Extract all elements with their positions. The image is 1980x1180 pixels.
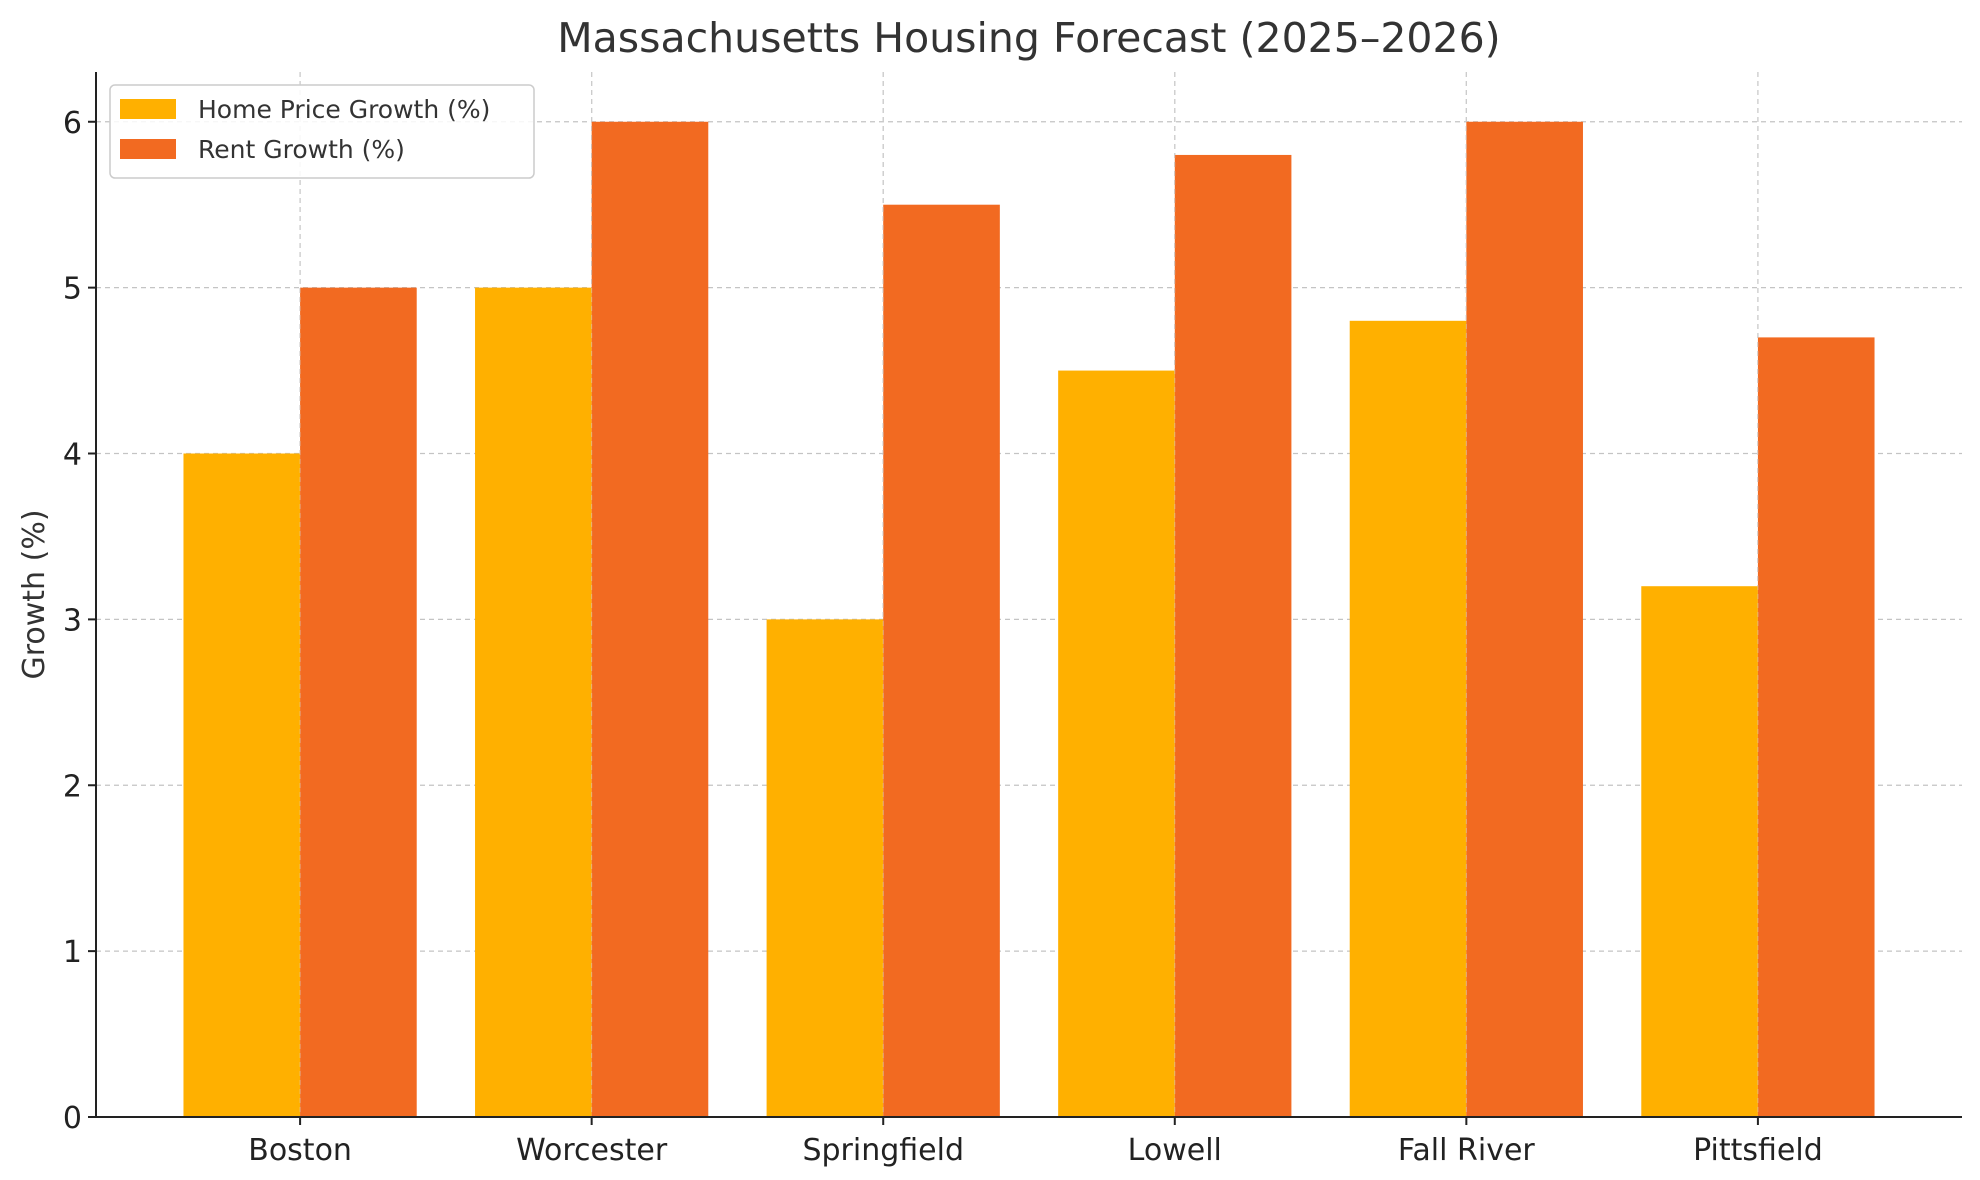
y-tick-label: 1 xyxy=(63,935,82,970)
bar-layer xyxy=(183,72,1875,1118)
x-tick-label: Springfield xyxy=(802,1133,964,1168)
legend: Home Price Growth (%) Rent Growth (%) xyxy=(109,84,535,179)
rent-bar-worcester xyxy=(591,121,709,1117)
y-tick-label: 2 xyxy=(63,769,82,804)
rent-bar-boston xyxy=(300,287,417,1118)
legend-swatch xyxy=(120,99,176,119)
y-tick-label: 5 xyxy=(63,272,82,307)
x-tick-label: Fall River xyxy=(1398,1133,1535,1168)
legend-label: Rent Growth (%) xyxy=(198,135,405,164)
axis-layer xyxy=(95,72,1962,1118)
x-tick-labels: Boston Worcester Springfield Lowell Fall Riv… xyxy=(248,1117,1823,1168)
x-tick-label: Boston xyxy=(248,1133,352,1168)
rent-bar-lowell xyxy=(1174,154,1292,1117)
rent-bar-pittsfield xyxy=(1757,337,1875,1117)
legend-label: Home Price Growth (%) xyxy=(198,95,490,124)
y-tick-label: 6 xyxy=(63,106,82,141)
x-tick-label: Lowell xyxy=(1128,1133,1222,1168)
home-price-bar-worcester xyxy=(475,287,592,1118)
home-price-bar-lowell xyxy=(1058,370,1175,1118)
home-price-bar-fall-river xyxy=(1349,320,1467,1117)
legend-swatch xyxy=(120,139,176,159)
rent-bar-springfield xyxy=(883,204,1000,1117)
y-axis-label: Growth (%) xyxy=(17,509,52,679)
legend-items: Home Price Growth (%) Rent Growth (%) xyxy=(120,95,490,164)
home-price-bar-boston xyxy=(183,453,301,1117)
legend-box xyxy=(109,84,535,179)
x-tick-label: Worcester xyxy=(516,1133,668,1168)
home-price-bar-springfield xyxy=(766,619,884,1117)
rent-bar-fall-river xyxy=(1466,121,1583,1117)
y-tick-label: 4 xyxy=(63,438,82,473)
y-tick-label: 3 xyxy=(63,603,82,638)
home-price-bar-pittsfield xyxy=(1641,586,1758,1117)
y-tick-label: 0 xyxy=(63,1101,82,1136)
x-tick-label: Pittsfield xyxy=(1693,1133,1823,1168)
chart-title: Massachusetts Housing Forecast (2025–202… xyxy=(557,14,1500,62)
y-tick-labels: 0 1 2 3 4 5 6 xyxy=(63,106,96,1136)
